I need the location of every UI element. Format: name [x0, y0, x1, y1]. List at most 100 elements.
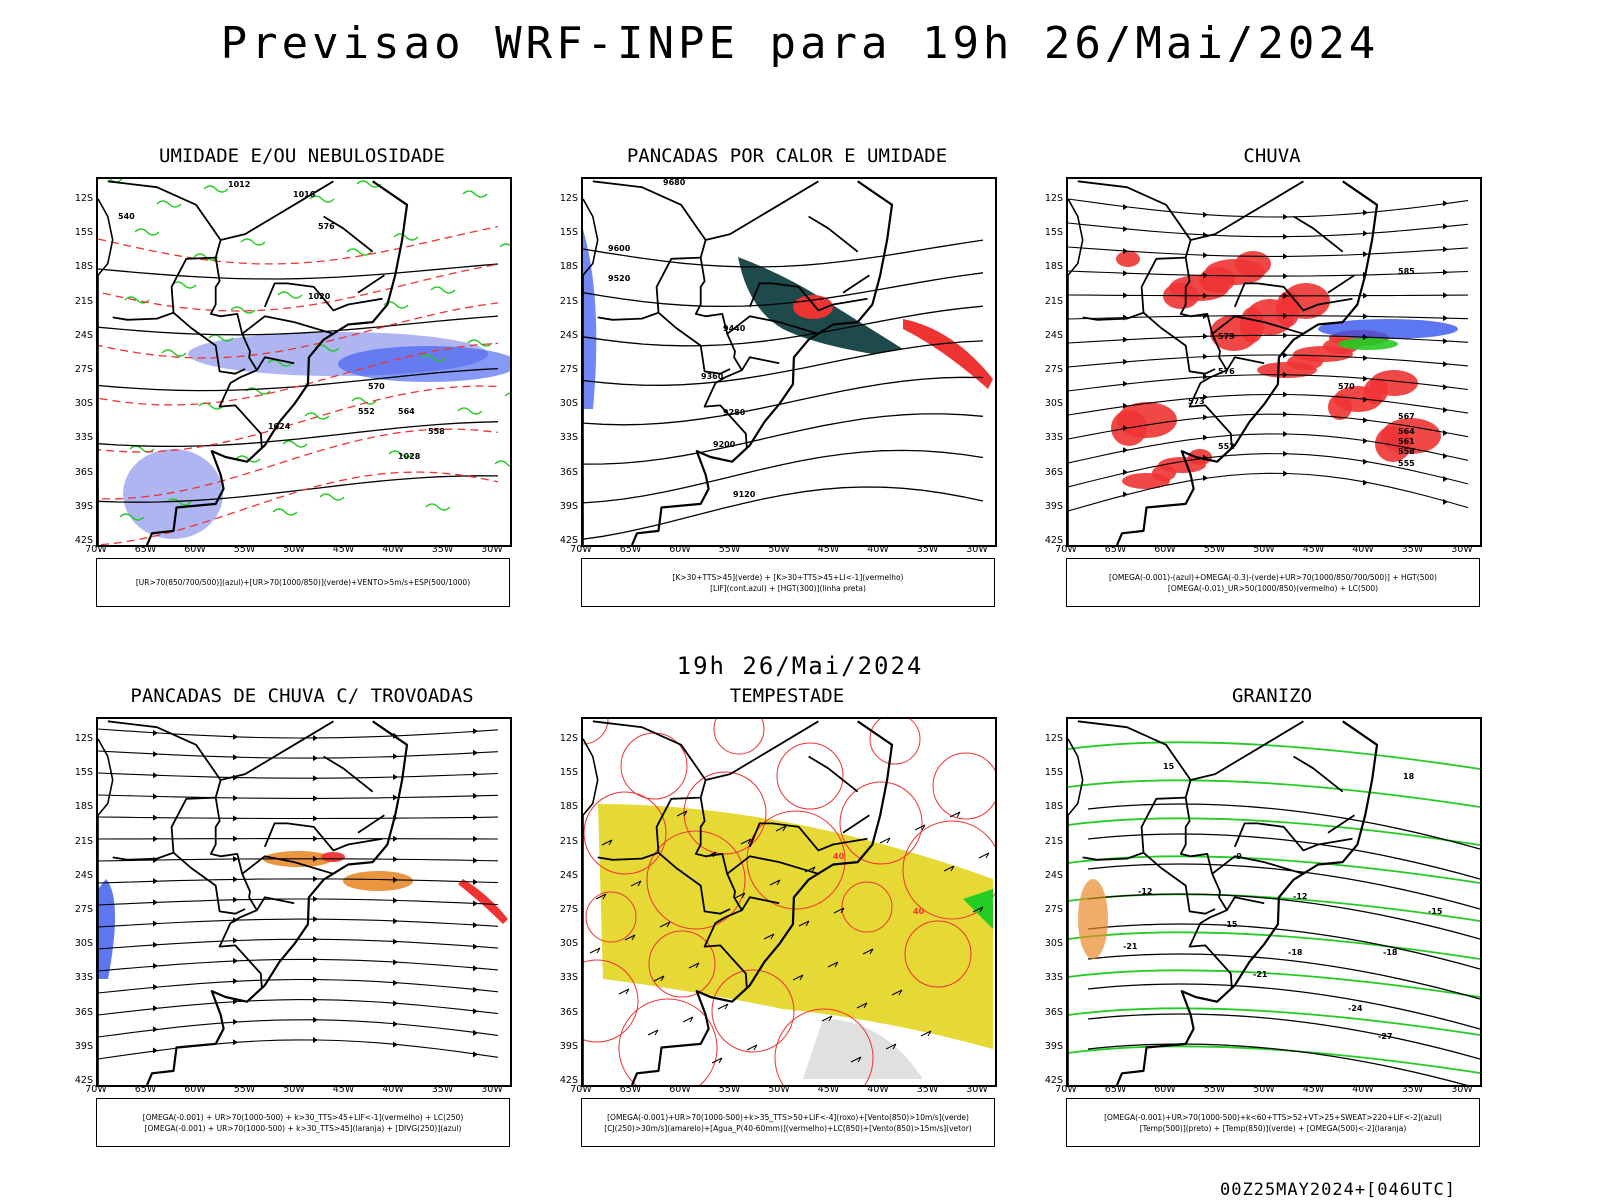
- lat-tick-label: 27S: [74, 904, 93, 915]
- lat-tick-label: 12S: [559, 733, 578, 744]
- trovoada-streamline-arrow: [233, 978, 238, 985]
- map-svg-granizo: -9 -12 -12 -15 -15 -18 -18 -21 -21 -24 -27 15 18: [1068, 720, 1480, 1085]
- trovoada-streamline-arrow: [473, 792, 478, 799]
- lon-tick-label: 55W: [718, 1084, 741, 1095]
- chuva-streamline-7: [1068, 354, 1469, 368]
- trovoada-streamline-arrow: [233, 856, 238, 863]
- lon-tick-label: 30W: [481, 544, 503, 555]
- panel-title-granizo: GRANIZO: [1231, 685, 1313, 707]
- trovoada-streamline-arrow: [313, 1016, 318, 1023]
- granizo-label-11: 15: [1163, 762, 1175, 771]
- granizo-label-4: -15: [1223, 920, 1238, 929]
- lon-tick-label: 40W: [1352, 1084, 1374, 1095]
- lon-tick-label: 45W: [332, 1084, 355, 1095]
- legend-line: [OMEGA(-0.001)+UR>70(1000-500)+k<60+TTS>…: [1104, 1112, 1442, 1122]
- coastline: [145, 180, 409, 545]
- legend-granizo: [OMEGA(-0.001)+UR>70(1000-500)+k<60+TTS>…: [1066, 1098, 1480, 1147]
- chuva-streamline-arrow: [1123, 336, 1128, 343]
- chuva-streamline-arrow: [1123, 292, 1128, 299]
- lon-tick-label: 35W: [431, 1084, 454, 1095]
- panel-title-chuva: CHUVA: [1243, 145, 1301, 167]
- umidade-label-2: 1020: [308, 292, 331, 301]
- trovoada-streamline-arrow: [313, 734, 318, 741]
- green-humidity-contour: [420, 354, 446, 362]
- chuva-streamline-arrow: [1443, 292, 1448, 299]
- hgt300-label-7: 9120: [733, 490, 756, 499]
- trovoada-streamline-arrow: [393, 959, 398, 966]
- umidade-label-10: 570: [368, 382, 385, 391]
- wind-vector: [653, 975, 665, 982]
- green-humidity-contour: [393, 233, 419, 241]
- wind-vector: [659, 921, 671, 928]
- temp500-contour-1: [1087, 833, 1480, 880]
- lon-tick-label: 50W: [768, 1084, 790, 1095]
- green-humidity-contour: [119, 513, 145, 521]
- lc850-contour: [902, 820, 995, 920]
- lat-tick-label: 39S: [74, 500, 93, 512]
- lat-tick-label: 12S: [559, 193, 578, 204]
- trovoada-streamline-arrow: [313, 1036, 318, 1043]
- granizo-label-1: -12: [1138, 887, 1152, 896]
- chuva-streamline-arrow: [1203, 353, 1208, 360]
- border-line-0: [1077, 180, 1233, 448]
- lc850-contour: [839, 781, 923, 865]
- lon-tick-label: 30W: [966, 544, 988, 555]
- green-humidity-contour: [282, 440, 308, 448]
- lat-tick-label: 36S: [74, 1006, 93, 1018]
- lon-tick-label: 40W: [867, 544, 889, 555]
- granizo-label-10: -27: [1378, 1032, 1392, 1041]
- lat-tick-label: 39S: [74, 1040, 93, 1052]
- trovoada-streamline-arrow: [153, 1047, 158, 1054]
- lc850-contour: [585, 891, 637, 943]
- hgt300-contour-3: [583, 340, 984, 386]
- lc850-contour: [869, 719, 921, 765]
- hgt300-contour-5: [583, 413, 984, 465]
- border-line-0: [107, 180, 263, 448]
- chuva-streamline-arrow: [1443, 269, 1448, 276]
- chuva-streamline-arrow: [1443, 452, 1448, 459]
- lon-tick-label: 35W: [916, 544, 939, 555]
- chuva-streamline-arrow: [1203, 434, 1208, 441]
- green-humidity-contour: [166, 498, 192, 506]
- lon-tick-label: 35W: [916, 1084, 939, 1095]
- agua-label-0: 40: [833, 852, 845, 861]
- hgt500-label-5: 567: [1398, 412, 1415, 421]
- chuva-streamline-arrow: [1123, 402, 1128, 409]
- hgt500-label-8: 558: [1398, 447, 1415, 456]
- trovoada-streamline-arrow: [393, 876, 398, 883]
- lat-tick-label: 27S: [559, 904, 578, 915]
- main-title: Previsao WRF-INPE para 19h 26/Mai/2024: [220, 18, 1380, 69]
- chuva-streamline-arrow: [1283, 253, 1288, 260]
- chuva-streamline-arrow: [1363, 417, 1368, 424]
- lon-tick-label: 55W: [233, 544, 256, 555]
- chuva-streamline-9: [1068, 393, 1469, 416]
- trovoada-streamline-arrow: [153, 962, 158, 969]
- chuva-streamline-arrow: [1283, 312, 1288, 319]
- chuva-streamline-arrow: [1283, 411, 1288, 418]
- hgt300-label-0: 9680: [663, 179, 686, 187]
- trovoada-streamline-10: [98, 938, 499, 950]
- pressure-isobar-2: [98, 367, 499, 392]
- chuva-streamline-arrow: [1123, 270, 1128, 277]
- lc850-contour: [583, 791, 667, 875]
- umidade-label-3: 1024: [268, 422, 291, 431]
- legend-pancadas-calor: [K>30+TTS>45](verde) + [K>30+TTS>45+LI<-…: [581, 558, 995, 607]
- lc850-contour: [646, 830, 746, 930]
- temp850-contour-7: [1068, 1007, 1480, 1036]
- hgt500-label-6: 564: [1398, 427, 1415, 436]
- hgt300-contour-4: [583, 376, 984, 426]
- lc850-contour: [713, 719, 765, 755]
- forecast-time-label: 19h 26/Mai/2024: [676, 652, 924, 680]
- chuva-streamline-arrow: [1123, 226, 1128, 233]
- trovoada-streamline-arrow: [313, 875, 318, 882]
- chuva-streamline-arrow: [1203, 414, 1208, 421]
- agua-label-1: 40: [913, 907, 925, 916]
- andes-border: [583, 198, 599, 545]
- border-line-0: [1077, 720, 1233, 988]
- lif-contour-west: [583, 229, 597, 409]
- lc850-contour: [583, 959, 639, 1043]
- trovoada-streamline-4: [98, 816, 499, 820]
- wind-vector: [746, 1044, 758, 1051]
- trovoada-streamline-arrow: [473, 1051, 478, 1058]
- border-line-4: [220, 180, 334, 241]
